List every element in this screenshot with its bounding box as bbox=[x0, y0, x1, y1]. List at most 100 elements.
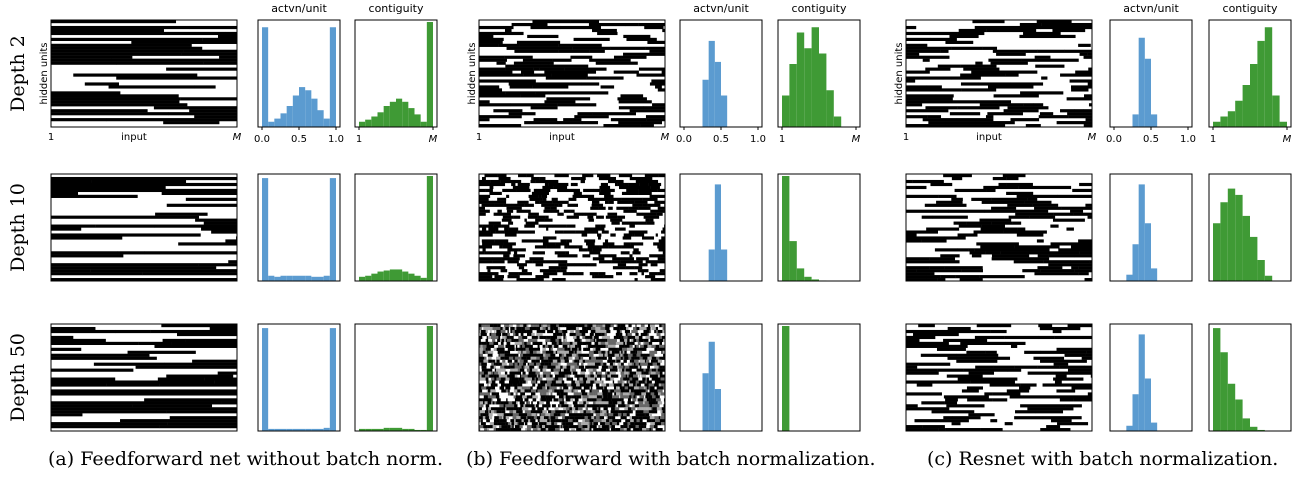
heatmap-cell bbox=[486, 266, 500, 270]
heatmap-cell bbox=[660, 392, 665, 396]
heatmap-cell bbox=[479, 329, 482, 334]
heatmap-cell bbox=[906, 49, 941, 53]
heatmap-cell bbox=[543, 353, 546, 357]
heatmap-cell bbox=[636, 73, 666, 77]
heatmap-cell bbox=[629, 344, 632, 348]
heatmap-cell bbox=[590, 410, 594, 414]
heatmap-cell bbox=[505, 422, 509, 426]
heatmap-cell bbox=[489, 422, 495, 426]
heatmap-cell bbox=[481, 374, 486, 378]
heatmap-cell bbox=[519, 380, 523, 384]
heatmap-cell bbox=[535, 275, 550, 279]
hist-bar bbox=[702, 373, 709, 431]
heatmap-cell bbox=[944, 236, 966, 240]
heatmap-cell bbox=[554, 230, 559, 234]
heatmap-cell bbox=[643, 341, 645, 346]
heatmap-cell bbox=[649, 416, 652, 420]
heatmap-cell bbox=[557, 383, 563, 387]
heatmap-cell bbox=[599, 380, 603, 384]
heatmap-cell bbox=[552, 58, 572, 62]
heatmap-cell bbox=[582, 425, 588, 429]
heatmap-cell bbox=[497, 209, 502, 213]
heatmap-cell bbox=[493, 362, 496, 366]
heatmap-cell bbox=[610, 324, 614, 328]
heatmap-cell bbox=[488, 221, 501, 225]
heatmap-cell bbox=[485, 338, 489, 343]
heatmap-cell bbox=[602, 242, 615, 246]
heatmap-cell bbox=[1056, 389, 1076, 393]
heatmap-cell bbox=[584, 347, 587, 351]
heatmap-cell bbox=[550, 416, 556, 420]
hist-bar bbox=[280, 275, 287, 281]
heatmap-cell bbox=[489, 185, 494, 190]
heatmap-cell bbox=[571, 176, 581, 181]
heatmap-cell bbox=[532, 428, 538, 432]
actvn-tick-label: 0.0 bbox=[254, 134, 270, 145]
heatmap-cell bbox=[608, 347, 614, 351]
heatmap-cell bbox=[544, 100, 576, 104]
heatmap-cell bbox=[532, 383, 536, 387]
heatmap-cell bbox=[610, 368, 612, 372]
heatmap-cell bbox=[612, 422, 618, 426]
heatmap-cell bbox=[494, 377, 497, 381]
heatmap-cell bbox=[591, 200, 600, 204]
heatmap-cell bbox=[490, 425, 493, 429]
heatmap-cell bbox=[610, 46, 646, 50]
heatmap-cell bbox=[502, 359, 504, 363]
heatmap-cell bbox=[906, 425, 923, 429]
heatmap-cell bbox=[992, 176, 1007, 181]
heatmap-cell bbox=[482, 356, 485, 360]
hist-bar bbox=[383, 270, 390, 281]
heatmap-cell bbox=[514, 386, 518, 390]
heatmap-cell bbox=[539, 332, 543, 337]
heatmap-cell bbox=[558, 365, 561, 369]
heatmap-cell bbox=[582, 377, 588, 381]
heatmap-cell bbox=[621, 362, 624, 366]
heatmap-cell bbox=[501, 257, 515, 261]
heatmap-cell bbox=[564, 347, 567, 351]
heatmap-cell bbox=[495, 428, 498, 432]
heatmap-cell bbox=[906, 230, 939, 234]
heatmap-cell bbox=[626, 236, 632, 240]
heatmap-cell bbox=[547, 329, 552, 334]
heatmap-cell bbox=[479, 209, 490, 213]
hist-bar bbox=[1151, 422, 1158, 431]
heatmap-cell bbox=[661, 236, 666, 240]
heatmap-cell bbox=[525, 407, 529, 411]
heatmap-cell bbox=[490, 182, 503, 187]
heatmap-cell bbox=[608, 344, 613, 348]
heatmap-cell bbox=[638, 362, 641, 366]
heatmap-cell bbox=[1070, 383, 1093, 387]
heatmap-cell bbox=[496, 329, 498, 334]
heatmap-cell bbox=[1035, 64, 1065, 68]
heatmap-cell bbox=[51, 43, 192, 47]
heatmap-cell bbox=[507, 422, 511, 426]
heatmap-cell bbox=[1042, 383, 1071, 387]
contiguity-title: contiguity bbox=[792, 2, 847, 15]
heatmap-cell bbox=[479, 212, 486, 216]
heatmap-cell bbox=[601, 365, 604, 369]
heatmap-cell bbox=[611, 338, 617, 343]
heatmap-cell bbox=[591, 356, 597, 360]
hist-bar bbox=[329, 27, 336, 127]
heatmap-cell bbox=[930, 37, 957, 42]
heatmap-cell bbox=[630, 350, 636, 354]
heatmap-cell bbox=[517, 359, 520, 363]
heatmap-cell bbox=[544, 425, 549, 429]
hist-bar bbox=[371, 116, 378, 127]
hist-frame bbox=[354, 19, 438, 128]
heatmap-cell bbox=[645, 368, 650, 372]
heatmap-cell bbox=[590, 374, 595, 378]
heatmap-cell bbox=[563, 209, 571, 213]
heatmap-cell bbox=[1050, 224, 1059, 228]
heatmap-cell bbox=[479, 416, 484, 420]
heatmap-cell bbox=[615, 386, 619, 390]
heatmap-cell bbox=[646, 359, 650, 363]
heatmap-cell bbox=[547, 371, 551, 375]
heatmap-cell bbox=[535, 353, 539, 357]
heatmap-cell bbox=[496, 419, 500, 423]
heatmap-cell bbox=[593, 428, 599, 432]
heatmap-cell bbox=[550, 326, 554, 331]
heatmap-cell bbox=[576, 353, 579, 357]
heatmap-cell bbox=[534, 422, 538, 426]
